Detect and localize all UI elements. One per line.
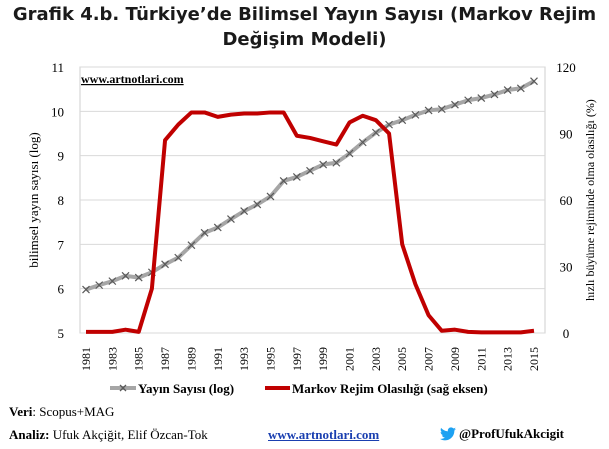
y-axis-label-right: hızlı büyüme rejiminde olma olasılığı (%… <box>583 99 597 301</box>
x-tick-label: 1999 <box>316 347 330 371</box>
x-tick-label: 1991 <box>211 347 225 371</box>
x-tick-label: 1993 <box>237 347 251 371</box>
data-point-publications <box>108 277 117 286</box>
chart-title-line-2: Değişim Modeli) <box>222 29 387 50</box>
data-point-publications <box>345 149 354 158</box>
x-tick-label: 2009 <box>448 347 462 371</box>
data-point-publications <box>398 116 407 125</box>
footer-analysis-text: Ufuk Akçiğit, Elif Özcan-Tok <box>49 427 208 442</box>
y-tick-label-right: 30 <box>560 260 573 275</box>
footer-website-link[interactable]: www.artnotlari.com <box>268 427 380 442</box>
x-tick-label: 1995 <box>263 347 277 371</box>
data-point-publications <box>121 271 130 280</box>
data-point-publications <box>187 241 196 250</box>
data-point-publications <box>134 273 143 282</box>
data-point-publications <box>358 138 367 147</box>
x-tick-label: 2011 <box>474 347 488 371</box>
y-axis-label-left: bilimsel yayın sayısı (log) <box>26 132 41 267</box>
footer-analysis-label: Analiz: <box>9 427 50 442</box>
data-point-publications <box>332 158 341 167</box>
data-point-publications <box>213 223 222 232</box>
x-tick-label: 1983 <box>105 347 119 371</box>
data-point-publications <box>227 215 235 223</box>
x-tick-label: 2003 <box>369 347 383 371</box>
y-tick-label-left: 11 <box>51 60 64 75</box>
y-tick-label-left: 10 <box>51 104 64 119</box>
data-point-publications <box>437 105 446 114</box>
x-tick-label: 1987 <box>158 347 172 371</box>
data-point-publications <box>266 192 275 201</box>
data-point-publications <box>95 281 104 290</box>
data-point-publications <box>240 207 249 216</box>
data-point-publications <box>385 120 393 129</box>
x-tick-label: 2015 <box>527 347 541 371</box>
x-tick-label: 2013 <box>501 347 515 371</box>
data-point-publications <box>306 166 314 175</box>
x-tick-label: 2005 <box>395 347 409 371</box>
y-tick-label-right: 0 <box>563 326 570 341</box>
data-point-publications <box>464 96 473 105</box>
footer-twitter-handle: @ProfUfukAkcigit <box>459 426 565 441</box>
data-point-publications <box>411 110 420 119</box>
footer-twitter[interactable]: @ProfUfukAkcigit <box>440 426 564 442</box>
data-point-publications <box>451 100 459 109</box>
data-point-publications <box>279 177 288 185</box>
data-point-publications <box>503 86 512 94</box>
footer-source: Veri: Scopus+MAG <box>9 404 114 420</box>
y-tick-label-left: 8 <box>58 193 65 208</box>
x-tick-label: 1985 <box>132 347 146 371</box>
y-tick-label-left: 6 <box>58 282 65 297</box>
data-point-publications <box>490 90 499 99</box>
footer-source-label: Veri <box>9 404 33 419</box>
legend: Yayın Sayısı (log) Markov Rejim Olasılığ… <box>110 381 488 396</box>
y-tick-label-left: 7 <box>58 237 65 252</box>
series-line-regime <box>86 110 535 335</box>
y-tick-label-left: 5 <box>58 326 65 341</box>
data-point-publications <box>371 128 380 137</box>
footer-analysis: Analiz: Ufuk Akçiğit, Elif Özcan-Tok <box>9 427 208 443</box>
y-tick-label-left: 9 <box>58 149 65 164</box>
data-point-publications <box>292 173 301 181</box>
legend-marker-publications <box>119 384 127 392</box>
watermark: www.artnotlari.com <box>81 72 184 86</box>
x-tick-label: 1997 <box>290 347 304 371</box>
x-tick-label: 2001 <box>343 347 357 371</box>
y-tick-label-right: 60 <box>560 193 573 208</box>
data-point-publications <box>161 260 169 269</box>
x-tick-label: 1981 <box>79 347 93 371</box>
y-tick-label-right: 90 <box>560 127 573 142</box>
data-point-publications <box>200 228 209 237</box>
footer-source-text: : Scopus+MAG <box>32 404 115 419</box>
data-point-publications <box>82 285 90 294</box>
data-point-publications <box>424 106 433 115</box>
x-tick-label: 2007 <box>422 347 436 371</box>
data-point-publications <box>516 84 525 93</box>
data-point-publications <box>319 160 328 169</box>
y-tick-label-right: 120 <box>556 60 576 75</box>
data-point-publications <box>530 77 538 86</box>
data-point-publications <box>174 253 183 262</box>
data-point-publications <box>253 200 262 209</box>
x-tick-label: 1989 <box>184 347 198 371</box>
twitter-bird-icon <box>440 427 456 441</box>
data-point-publications <box>477 94 486 102</box>
legend-label-publications: Yayın Sayısı (log) <box>138 381 234 396</box>
legend-label-regime: Markov Rejim Olasılığı (sağ eksen) <box>292 381 488 396</box>
chart-title-line-1: Grafik 4.b. Türkiye’de Bilimsel Yayın Sa… <box>12 4 597 25</box>
